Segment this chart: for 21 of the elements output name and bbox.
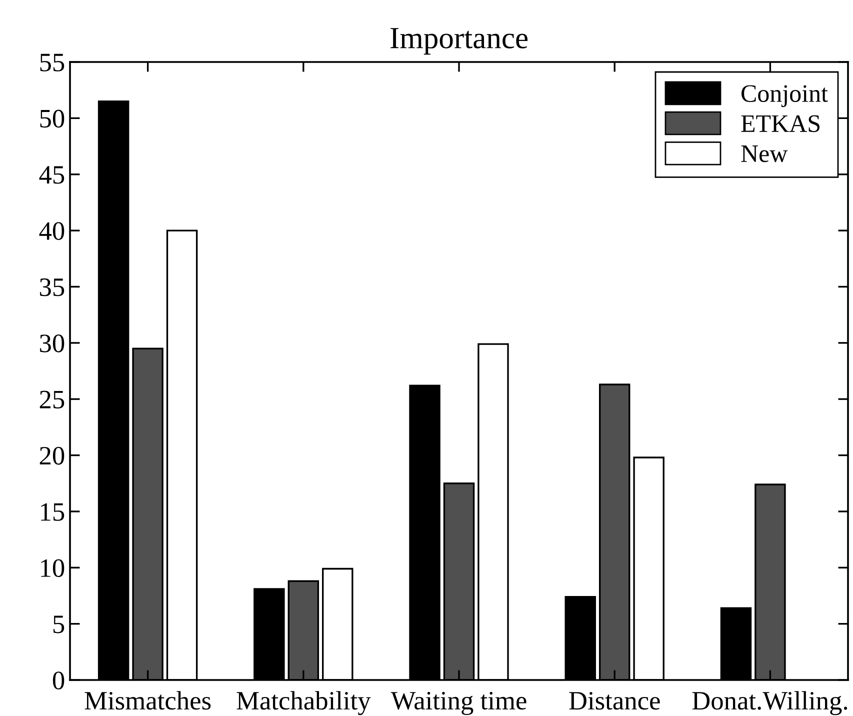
legend-label: Conjoint [742, 85, 828, 108]
x-tick-label: Waiting time [390, 692, 526, 716]
y-tick-label: 45 [39, 166, 64, 184]
y-tick-label: 5 [53, 616, 64, 634]
y-tick-label: 40 [39, 222, 64, 240]
legend-label: ETKAS [741, 115, 820, 132]
y-tick-label: 30 [40, 334, 64, 352]
y-tick-label: 35 [40, 278, 64, 296]
y-tick-label: 20 [40, 446, 64, 465]
x-tick-label: Matchability [236, 691, 371, 716]
y-tick-label: 25 [40, 390, 64, 409]
y-tick-label: 0 [52, 672, 64, 690]
y-tick-label: 55 [40, 54, 64, 72]
chart-title: Importance [390, 28, 528, 55]
x-tick-label: Donat.Willing. [692, 691, 848, 716]
legend-label: New [741, 146, 788, 162]
y-tick-label: 15 [41, 503, 64, 521]
y-tick-label: 50 [40, 110, 64, 128]
x-tick-label: Mismatches [84, 691, 211, 710]
x-tick-label: Distance [569, 692, 660, 710]
y-tick-label: 10 [41, 559, 64, 578]
